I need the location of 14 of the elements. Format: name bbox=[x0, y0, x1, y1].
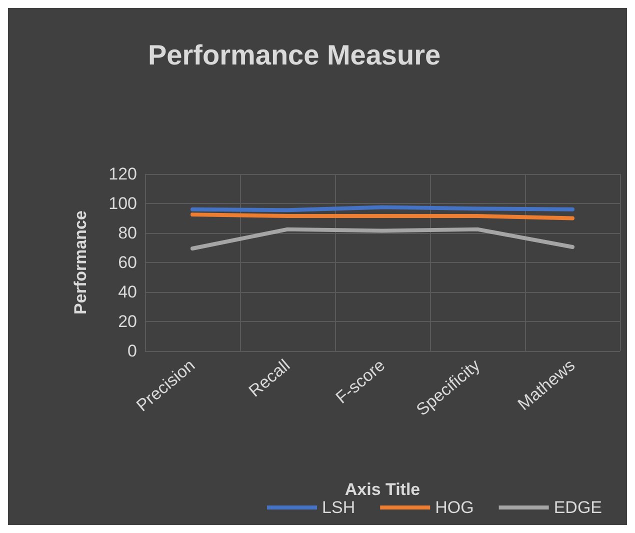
y-tick-label: 60 bbox=[118, 253, 137, 272]
legend-label: EDGE bbox=[554, 498, 602, 517]
x-axis-title: Axis Title bbox=[344, 480, 420, 499]
line-series bbox=[190, 227, 574, 250]
y-tick-label: 40 bbox=[118, 282, 137, 302]
legend-label: HOG bbox=[435, 498, 474, 517]
y-tick-label: 0 bbox=[128, 342, 137, 360]
y-tick-label: 20 bbox=[118, 312, 137, 331]
y-tick-label: 80 bbox=[118, 224, 137, 242]
y-tick-label: 120 bbox=[108, 164, 137, 184]
legend-label: LSH bbox=[322, 498, 356, 517]
y-axis-title: Performance bbox=[71, 210, 90, 314]
chart-title: Performance Measure bbox=[148, 40, 441, 70]
y-tick-label: 100 bbox=[108, 194, 137, 213]
